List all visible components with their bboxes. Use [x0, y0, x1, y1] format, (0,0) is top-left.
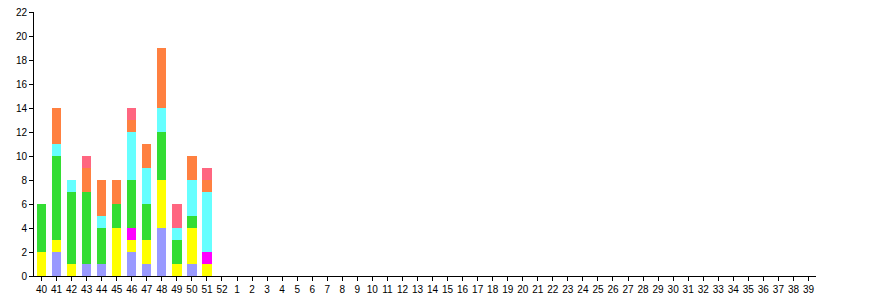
svg-text:33: 33: [713, 284, 725, 295]
svg-text:5: 5: [294, 284, 300, 295]
svg-text:0: 0: [21, 271, 27, 282]
svg-text:51: 51: [201, 284, 213, 295]
svg-text:17: 17: [472, 284, 484, 295]
svg-text:18: 18: [16, 55, 28, 66]
svg-text:11: 11: [382, 284, 393, 295]
svg-text:25: 25: [592, 284, 604, 295]
svg-text:22: 22: [547, 284, 559, 295]
svg-text:50: 50: [186, 284, 198, 295]
svg-text:42: 42: [66, 284, 78, 295]
svg-text:41: 41: [51, 284, 63, 295]
svg-text:12: 12: [397, 284, 409, 295]
svg-text:43: 43: [81, 284, 93, 295]
svg-text:52: 52: [216, 284, 228, 295]
svg-text:32: 32: [698, 284, 710, 295]
svg-text:16: 16: [16, 79, 28, 90]
svg-text:35: 35: [743, 284, 755, 295]
svg-text:18: 18: [487, 284, 499, 295]
svg-text:36: 36: [758, 284, 770, 295]
svg-text:39: 39: [803, 284, 815, 295]
svg-text:38: 38: [788, 284, 800, 295]
svg-text:22: 22: [16, 7, 28, 18]
svg-text:6: 6: [21, 199, 27, 210]
svg-text:24: 24: [577, 284, 589, 295]
svg-text:10: 10: [367, 284, 379, 295]
svg-text:16: 16: [457, 284, 469, 295]
svg-text:21: 21: [532, 284, 544, 295]
svg-text:15: 15: [442, 284, 454, 295]
svg-text:12: 12: [16, 127, 28, 138]
svg-text:46: 46: [126, 284, 138, 295]
svg-text:45: 45: [111, 284, 123, 295]
svg-text:44: 44: [96, 284, 108, 295]
svg-text:9: 9: [355, 284, 361, 295]
svg-text:20: 20: [16, 31, 28, 42]
svg-text:14: 14: [427, 284, 439, 295]
svg-text:28: 28: [637, 284, 649, 295]
svg-text:1: 1: [234, 284, 240, 295]
svg-text:6: 6: [309, 284, 315, 295]
svg-text:23: 23: [562, 284, 574, 295]
svg-text:31: 31: [683, 284, 695, 295]
svg-text:49: 49: [171, 284, 183, 295]
svg-text:40: 40: [36, 284, 48, 295]
svg-text:4: 4: [21, 223, 27, 234]
svg-text:34: 34: [728, 284, 740, 295]
svg-text:10: 10: [16, 151, 28, 162]
svg-text:13: 13: [412, 284, 424, 295]
svg-text:37: 37: [773, 284, 785, 295]
svg-text:48: 48: [156, 284, 168, 295]
svg-text:3: 3: [264, 284, 270, 295]
svg-text:7: 7: [324, 284, 330, 295]
svg-text:26: 26: [607, 284, 619, 295]
svg-text:20: 20: [517, 284, 529, 295]
svg-text:8: 8: [340, 284, 346, 295]
svg-text:4: 4: [279, 284, 285, 295]
svg-text:47: 47: [141, 284, 153, 295]
svg-text:27: 27: [622, 284, 634, 295]
svg-text:2: 2: [249, 284, 255, 295]
svg-text:30: 30: [668, 284, 680, 295]
svg-text:2: 2: [21, 247, 27, 258]
svg-text:14: 14: [16, 103, 28, 114]
svg-text:8: 8: [21, 175, 27, 186]
svg-text:19: 19: [502, 284, 514, 295]
svg-text:29: 29: [653, 284, 665, 295]
